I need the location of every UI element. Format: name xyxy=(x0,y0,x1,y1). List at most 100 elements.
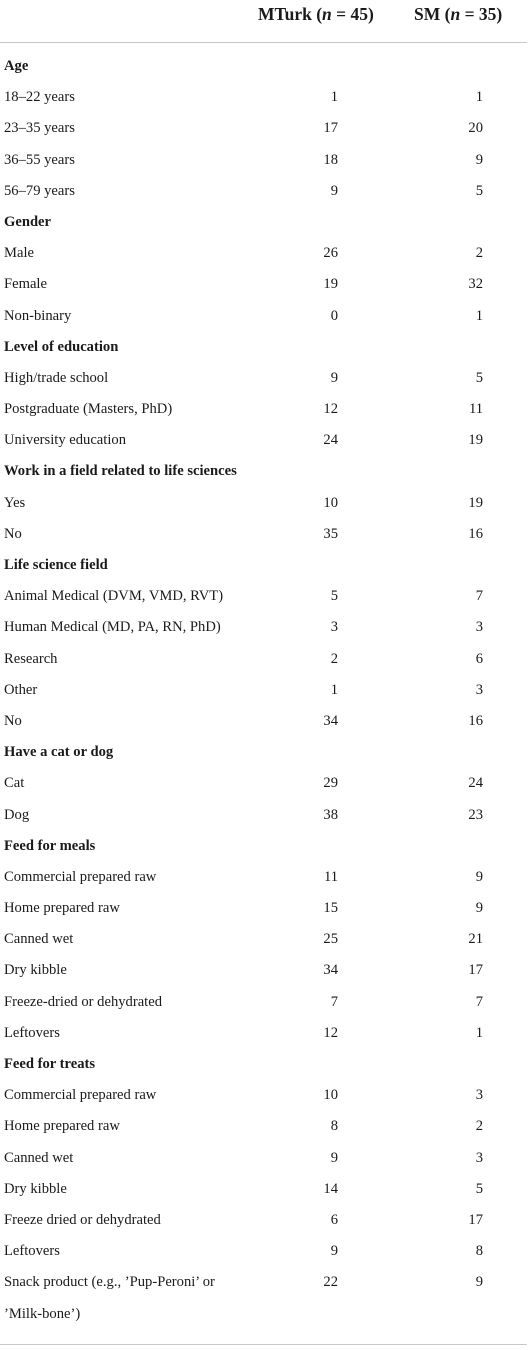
table-row: 56–79 years 9 5 xyxy=(0,176,529,207)
mturk-value: 9 xyxy=(330,182,338,199)
table-row: Animal Medical (DVM, VMD, RVT) 5 7 xyxy=(0,581,529,612)
mturk-value: 9 xyxy=(330,369,338,386)
row-label: University education xyxy=(4,432,126,449)
row-label: Leftovers xyxy=(4,1243,60,1260)
table-row: Dry kibble 34 17 xyxy=(0,955,529,986)
row-label: Dog xyxy=(4,806,30,823)
sm-value: 20 xyxy=(468,120,483,137)
mturk-value: 18 xyxy=(323,151,338,168)
section-header-row: Feed for meals xyxy=(0,831,529,862)
table-row: Snack product (e.g., ’Pup-Peroni’ or ’Mi… xyxy=(0,1267,529,1327)
mturk-value: 3 xyxy=(330,619,338,636)
mturk-value: 38 xyxy=(323,806,338,823)
mturk-value: 10 xyxy=(323,494,338,511)
row-label: Commercial prepared raw xyxy=(4,868,157,885)
mturk-value: 12 xyxy=(323,401,338,418)
sm-value: 9 xyxy=(475,151,483,168)
sm-value: 21 xyxy=(468,931,483,948)
table-row: Human Medical (MD, PA, RN, PhD) 3 3 xyxy=(0,612,529,643)
mturk-value: 9 xyxy=(330,1149,338,1166)
sm-value: 32 xyxy=(468,276,483,293)
mturk-value: 25 xyxy=(323,931,338,948)
sm-value: 3 xyxy=(475,1149,483,1166)
row-label: 18–22 years xyxy=(4,89,75,106)
row-label: Dry kibble xyxy=(4,962,67,979)
sm-value: 3 xyxy=(475,619,483,636)
sm-value: 1 xyxy=(475,89,483,106)
table-row: No 35 16 xyxy=(0,519,529,550)
row-label: 23–35 years xyxy=(4,120,75,137)
sm-value: 9 xyxy=(475,868,483,885)
sm-value: 17 xyxy=(468,1211,483,1228)
column-header-mturk: MTurk (n = 45) xyxy=(258,4,374,25)
table-row: Leftovers 9 8 xyxy=(0,1236,529,1267)
sm-value: 3 xyxy=(475,681,483,698)
table-row: Non-binary 0 1 xyxy=(0,301,529,332)
row-label: Home prepared raw xyxy=(4,900,120,917)
mturk-value: 9 xyxy=(330,1243,338,1260)
table-row: Female 19 32 xyxy=(0,269,529,300)
mturk-value: 10 xyxy=(323,1087,338,1104)
table-row: Yes 10 19 xyxy=(0,488,529,519)
row-label: Other xyxy=(4,681,38,698)
row-label: No xyxy=(4,525,22,542)
table-row: No 34 16 xyxy=(0,706,529,737)
table-row: Canned wet 9 3 xyxy=(0,1143,529,1174)
mturk-value: 6 xyxy=(330,1211,338,1228)
sm-value: 16 xyxy=(468,525,483,542)
mturk-value: 2 xyxy=(330,650,338,667)
sm-value: 1 xyxy=(475,1024,483,1041)
sm-value: 17 xyxy=(468,962,483,979)
table-row: Postgraduate (Masters, PhD) 12 11 xyxy=(0,394,529,425)
row-label: Snack product (e.g., ’Pup-Peroni’ or ’Mi… xyxy=(4,1274,215,1322)
sm-value: 5 xyxy=(475,1180,483,1197)
mturk-value: 19 xyxy=(323,276,338,293)
section-header-row: Life science field xyxy=(0,550,529,581)
mturk-value: 14 xyxy=(323,1180,338,1197)
mturk-value: 8 xyxy=(330,1118,338,1135)
row-label: 36–55 years xyxy=(4,151,75,168)
row-label: Canned wet xyxy=(4,1149,74,1166)
header-mturk-var: n xyxy=(322,4,332,24)
header-sm-var: n xyxy=(450,4,461,24)
sm-value: 1 xyxy=(475,307,483,324)
table-row: Commercial prepared raw 11 9 xyxy=(0,862,529,893)
table-row: Cat 29 24 xyxy=(0,768,529,799)
sm-value: 9 xyxy=(475,900,483,917)
row-label: Animal Medical (DVM, VMD, RVT) xyxy=(4,588,224,605)
mturk-value: 15 xyxy=(323,900,338,917)
sm-value: 7 xyxy=(475,588,483,605)
row-label: Leftovers xyxy=(4,1024,60,1041)
table-header: MTurk (n = 45) SM (n = 35) xyxy=(0,0,529,42)
header-divider xyxy=(0,42,527,43)
section-label: Level of education xyxy=(4,338,119,355)
sm-value: 16 xyxy=(468,712,483,729)
mturk-value: 29 xyxy=(323,775,338,792)
row-label: Female xyxy=(4,276,47,293)
sm-value: 3 xyxy=(475,1087,483,1104)
header-mturk-suffix: = 45) xyxy=(331,4,374,24)
sm-value: 2 xyxy=(475,245,483,262)
sm-value: 5 xyxy=(475,182,483,199)
table-row: Canned wet 25 21 xyxy=(0,924,529,955)
table-row: University education 24 19 xyxy=(0,425,529,456)
section-label: Gender xyxy=(4,213,52,230)
section-header-row: Gender xyxy=(0,207,529,238)
row-label: Research xyxy=(4,650,58,667)
row-label: Human Medical (MD, PA, RN, PhD) xyxy=(4,619,221,636)
table-row: Leftovers 12 1 xyxy=(0,1018,529,1049)
row-label: Dry kibble xyxy=(4,1180,67,1197)
table-row: Dry kibble 14 5 xyxy=(0,1174,529,1205)
row-label: Cat xyxy=(4,775,25,792)
section-header-row: Age xyxy=(0,51,529,82)
table-row: Research 2 6 xyxy=(0,644,529,675)
section-label: Age xyxy=(4,58,29,74)
sm-value: 9 xyxy=(475,1274,483,1291)
table-row: 18–22 years 1 1 xyxy=(0,82,529,113)
section-header-row: Have a cat or dog xyxy=(0,737,529,768)
row-label: Non-binary xyxy=(4,307,72,324)
mturk-value: 17 xyxy=(323,120,338,137)
table-body: Age 18–22 years 1 1 23–35 years 17 20 36–55 yea… xyxy=(0,51,529,1327)
mturk-value: 7 xyxy=(330,993,338,1010)
header-mturk-prefix: MTurk ( xyxy=(258,4,323,24)
